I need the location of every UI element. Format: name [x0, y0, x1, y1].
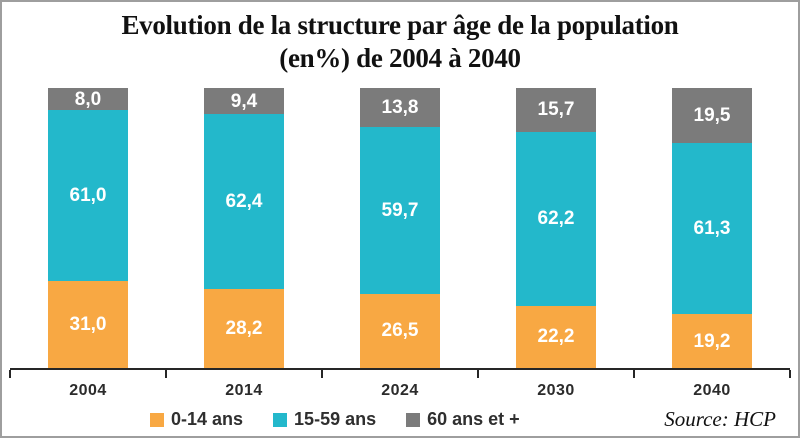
axis-tick	[789, 370, 791, 378]
stacked-bar: 22,2 62,2 15,7	[516, 87, 596, 368]
legend-swatch-teal	[273, 412, 288, 427]
legend-label: 0-14 ans	[171, 409, 244, 429]
bar-segment-15-59: 61,0	[48, 110, 128, 282]
value-label: 19,2	[693, 330, 731, 352]
bar-segment-60plus: 19,5	[672, 88, 752, 143]
bar-segment-60plus: 9,4	[204, 88, 284, 115]
chart-title-line1: Evolution de la structure par âge de la …	[121, 10, 679, 40]
value-label: 31,0	[69, 314, 107, 336]
axis-tick	[477, 370, 479, 378]
legend-swatch-gray	[406, 412, 421, 427]
stacked-bar: 19,2 61,3 19,5	[672, 88, 752, 368]
bar-segment-15-59: 61,3	[672, 142, 752, 315]
value-label: 13,8	[381, 96, 419, 118]
value-label: 22,2	[537, 326, 575, 348]
axis-tick	[633, 370, 635, 378]
value-label: 61,0	[69, 185, 107, 207]
plot-area: 31,0 61,0 8,0 28,2 62,4 9,4 26,5 59,7 13…	[10, 87, 790, 368]
legend: 0-14 ans 15-59 ans 60 ans et +	[150, 409, 664, 430]
bar-segment-0-14: 28,2	[204, 289, 284, 368]
chart-title: Evolution de la structure par âge de la …	[2, 2, 798, 75]
value-label: 26,5	[381, 320, 419, 342]
x-tick-label-2040: 2040	[693, 382, 731, 399]
bar-segment-60plus: 15,7	[516, 87, 596, 132]
x-axis-line	[9, 368, 791, 379]
chart-title-line2: (en%) de 2004 à 2040	[279, 43, 521, 73]
value-label: 62,4	[225, 191, 263, 213]
value-label: 61,3	[693, 217, 731, 239]
stacked-bar: 31,0 61,0 8,0	[48, 88, 128, 368]
legend-swatch-orange	[150, 412, 164, 427]
value-label: 8,0	[74, 88, 102, 110]
bar-group-2024: 26,5 59,7 13,8	[322, 88, 478, 368]
x-axis-labels: 2004 2014 2024 2030 2040	[10, 379, 790, 403]
value-label: 28,2	[225, 318, 263, 340]
legend-label: 15-59 ans	[294, 409, 377, 429]
bar-segment-0-14: 31,0	[48, 281, 128, 368]
source-note: Source: HCP	[664, 407, 776, 431]
chart-footer: 0-14 ans 15-59 ans 60 ans et + Source: H…	[2, 403, 798, 432]
value-label: 59,7	[381, 199, 419, 221]
bar-segment-60plus: 8,0	[48, 88, 128, 111]
bar-group-2004: 31,0 61,0 8,0	[10, 88, 166, 368]
axis-tick	[165, 370, 167, 378]
value-label: 15,7	[537, 99, 575, 121]
value-label: 9,4	[230, 90, 258, 112]
value-label: 19,5	[693, 104, 731, 126]
value-label: 62,2	[537, 208, 575, 230]
stacked-bar: 28,2 62,4 9,4	[204, 88, 284, 368]
legend-item-15-59: 15-59 ans	[273, 409, 376, 430]
x-tick-label-2024: 2024	[381, 382, 419, 399]
bar-segment-0-14: 22,2	[516, 305, 596, 368]
axis-tick	[321, 370, 323, 378]
axis-tick	[9, 370, 11, 378]
x-tick-label-2004: 2004	[69, 382, 107, 399]
legend-item-60plus: 60 ans et +	[406, 409, 520, 430]
x-tick-label-2014: 2014	[225, 382, 263, 399]
x-tick-label-2030: 2030	[537, 382, 575, 399]
bar-segment-0-14: 19,2	[672, 314, 752, 368]
bar-segment-15-59: 62,2	[516, 131, 596, 306]
bar-group-2014: 28,2 62,4 9,4	[166, 88, 322, 368]
stacked-bar: 26,5 59,7 13,8	[360, 88, 440, 368]
bar-group-2030: 22,2 62,2 15,7	[478, 87, 634, 368]
bar-group-2040: 19,2 61,3 19,5	[634, 88, 790, 368]
legend-label: 60 ans et +	[427, 409, 520, 429]
bar-segment-15-59: 62,4	[204, 114, 284, 290]
legend-item-0-14: 0-14 ans	[150, 409, 243, 430]
bar-segment-15-59: 59,7	[360, 126, 440, 294]
bar-segment-60plus: 13,8	[360, 88, 440, 127]
bar-segment-0-14: 26,5	[360, 293, 440, 368]
